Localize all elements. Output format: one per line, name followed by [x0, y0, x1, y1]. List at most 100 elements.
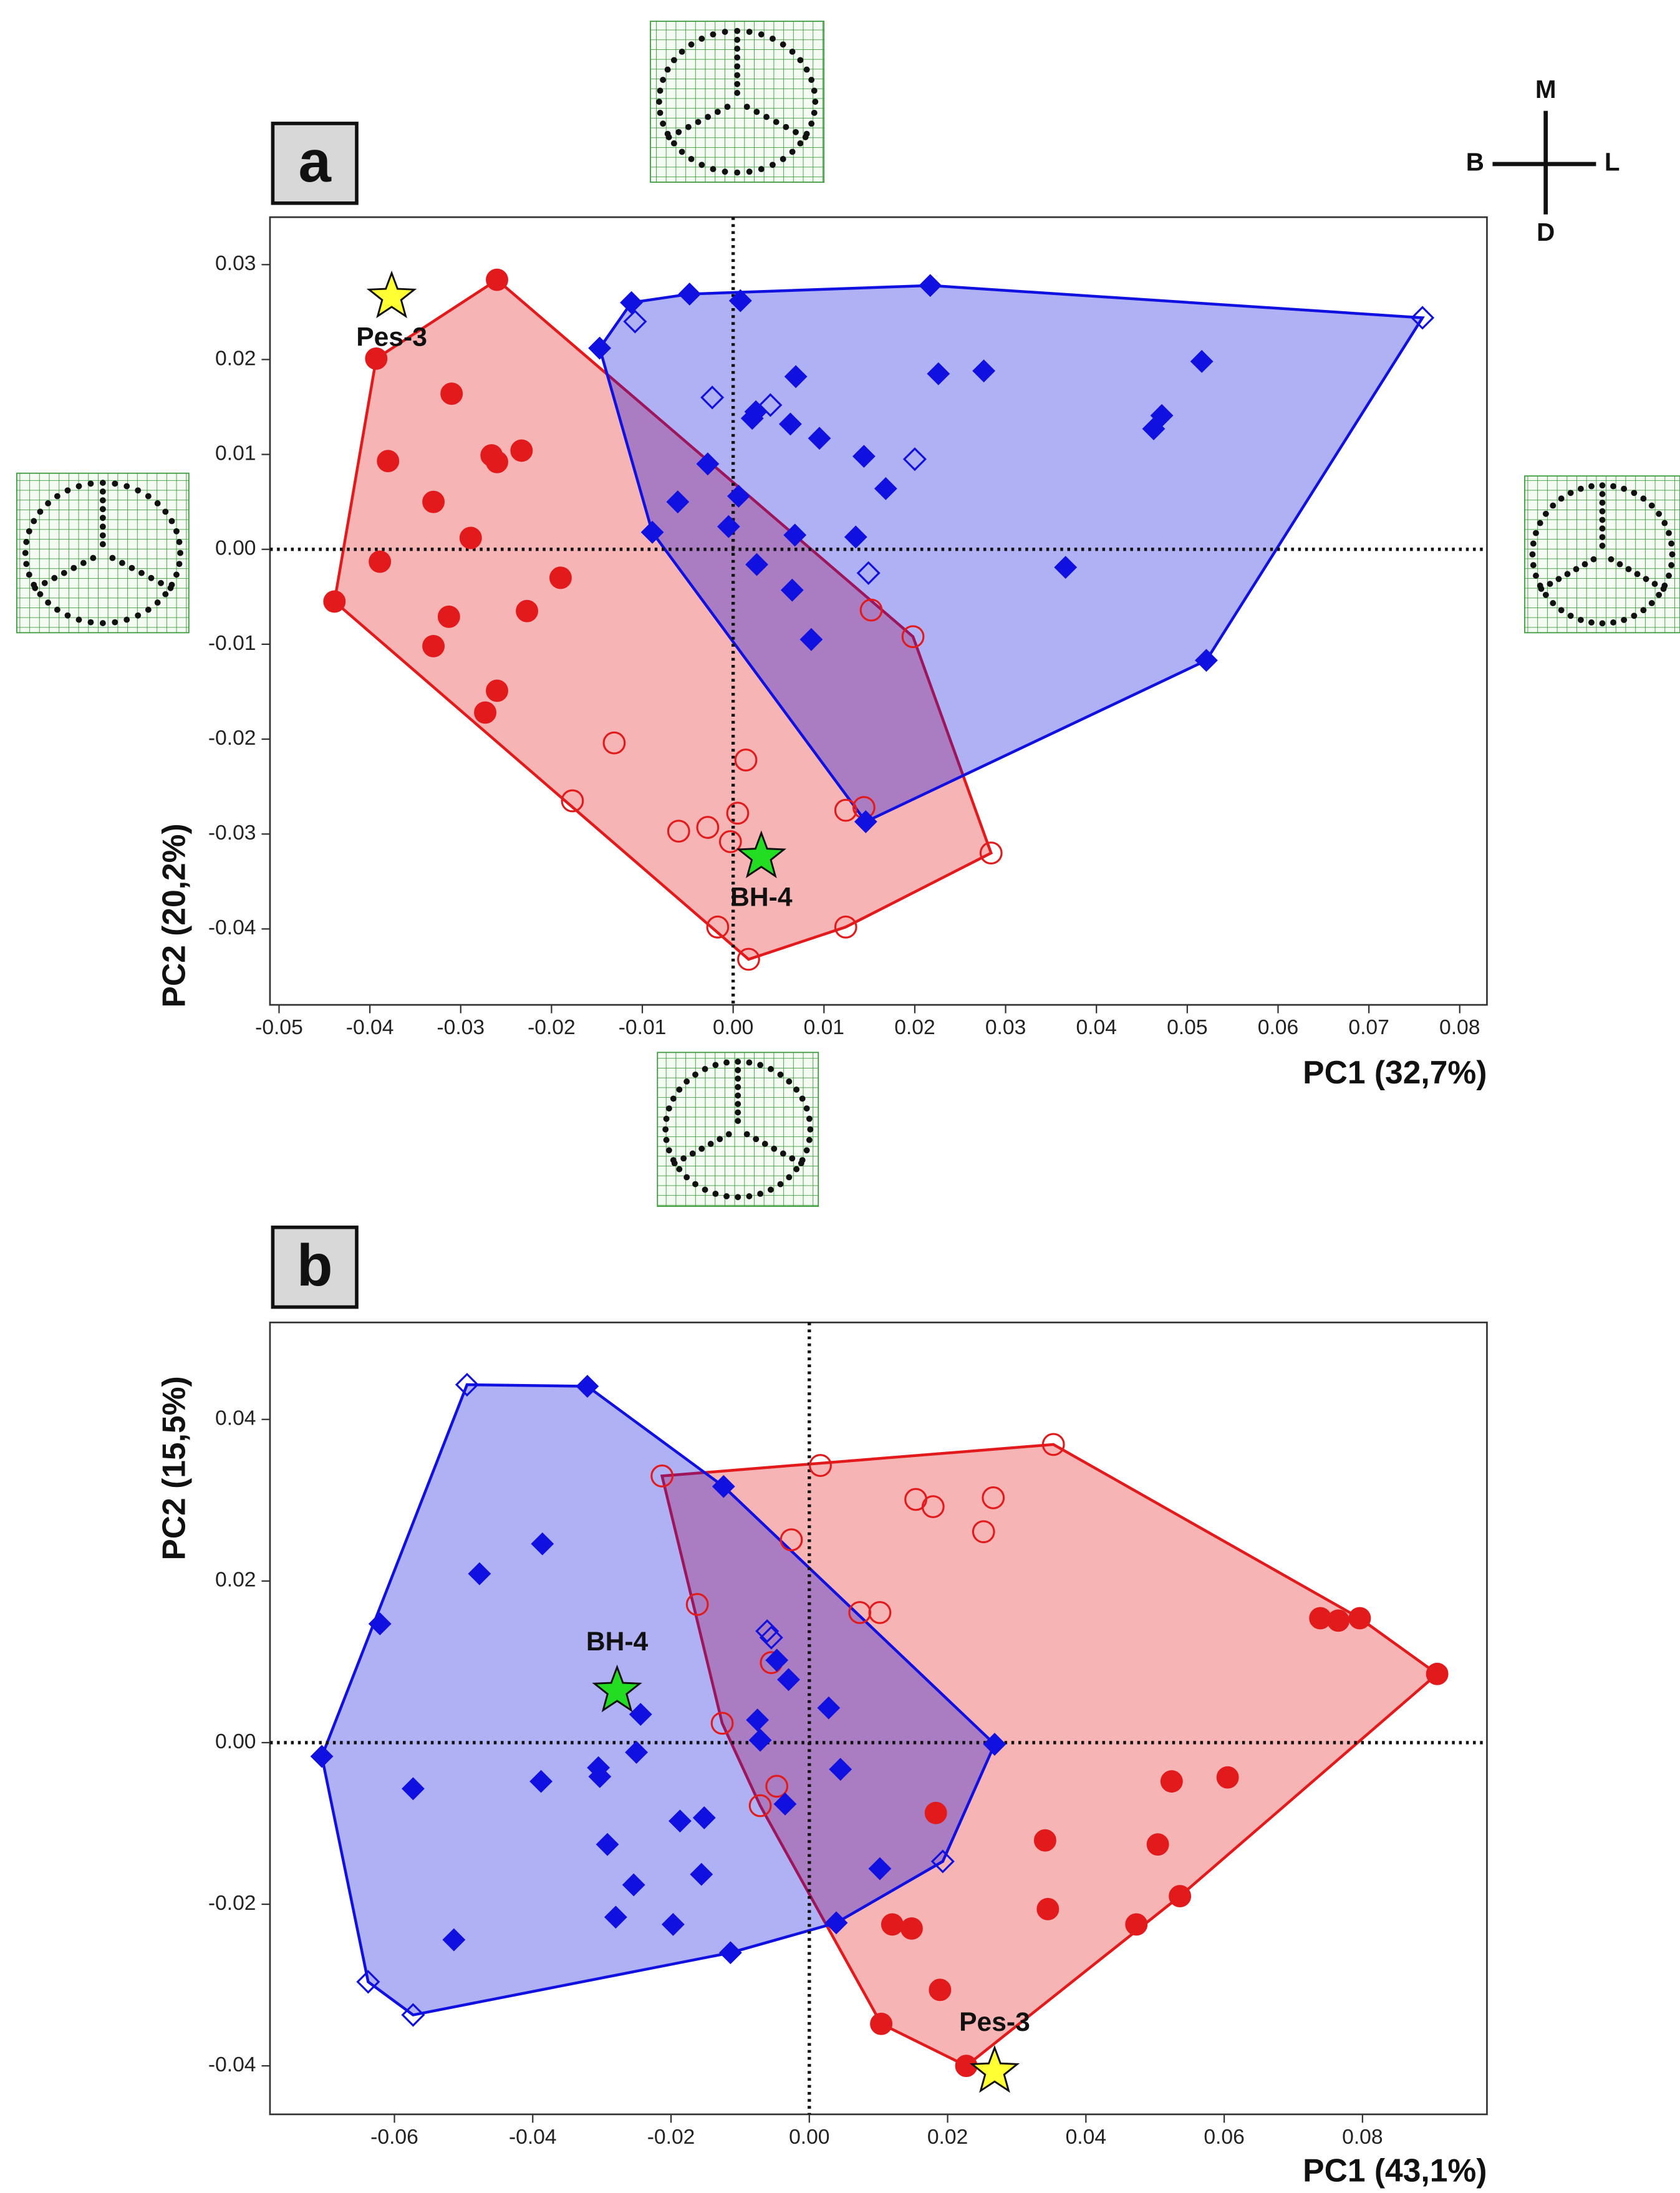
point: [921, 1495, 945, 1519]
point: [1054, 556, 1078, 579]
deformation-grid: [1524, 475, 1680, 634]
y-tick-label: -0.04: [208, 916, 256, 939]
landmark-dot: [712, 1191, 719, 1197]
landmark-dot: [743, 104, 750, 110]
point: [604, 1905, 627, 1929]
landmark-dot: [707, 1141, 714, 1147]
landmark-dot: [702, 1066, 708, 1072]
landmark-dot: [1608, 556, 1615, 563]
point: [900, 1917, 923, 1940]
landmark-dot: [1533, 573, 1539, 579]
y-tick-label: -0.04: [208, 2053, 256, 2076]
point: [1125, 1913, 1148, 1936]
point: [455, 1372, 479, 1397]
x-tick-label: 0.08: [1439, 1016, 1480, 1039]
point: [868, 1600, 892, 1624]
point: [755, 1619, 780, 1644]
point: [623, 309, 647, 334]
point: [588, 336, 611, 360]
landmark-dot: [724, 104, 731, 110]
compass-label: D: [1537, 218, 1555, 246]
point: [870, 2012, 893, 2035]
landmark-dot: [660, 120, 667, 127]
landmark-dot: [683, 1078, 690, 1085]
landmark-dot: [1640, 495, 1647, 502]
point: [773, 1792, 797, 1816]
landmark-dot: [37, 508, 44, 515]
point: [1142, 417, 1166, 440]
deformation-grid: [650, 21, 825, 183]
point: [365, 347, 388, 370]
landmark-dot: [717, 1136, 723, 1143]
landmark-dot: [99, 541, 106, 548]
landmark-dot: [1599, 534, 1606, 541]
landmark-dot: [145, 493, 152, 500]
point: [620, 291, 643, 314]
y-tick-label: 0.02: [215, 1569, 256, 1592]
point: [529, 1769, 553, 1793]
landmark-dot: [698, 162, 705, 168]
landmark-dot: [773, 119, 780, 125]
landmark-dot: [710, 166, 717, 173]
landmark-dot: [177, 549, 183, 556]
landmark-dot: [148, 574, 155, 581]
point: [1190, 350, 1214, 373]
x-axis-title: PC1 (43,1%): [1303, 2152, 1487, 2189]
landmark-dot: [1631, 490, 1638, 496]
point: [748, 1794, 772, 1818]
point: [588, 1765, 612, 1788]
x-tick-label: -0.04: [509, 2126, 557, 2149]
landmark-dot: [780, 156, 786, 162]
point: [746, 1708, 770, 1732]
landmark-dot: [1567, 490, 1574, 496]
point: [745, 553, 768, 576]
landmark-dot: [712, 1062, 719, 1068]
landmark-dot: [1529, 551, 1536, 558]
point: [717, 515, 740, 538]
star-label: Pes-3: [356, 322, 427, 352]
x-tick-label: 0.04: [1076, 1016, 1116, 1039]
landmark-dot: [1621, 485, 1628, 492]
point: [765, 1648, 789, 1672]
landmark-dot: [1634, 571, 1641, 578]
landmark-dot: [1669, 551, 1676, 558]
landmark-dot: [770, 162, 776, 168]
x-tick-label: 0.00: [713, 1016, 753, 1039]
landmark-dot: [1621, 616, 1628, 623]
landmark-dot: [167, 584, 174, 591]
landmark-dot: [64, 487, 71, 494]
landmark-dot: [41, 579, 48, 586]
landmark-dot: [99, 488, 106, 495]
landmark-dot: [675, 128, 682, 135]
x-tick-label: 0.08: [1342, 2126, 1383, 2149]
landmark-dot: [743, 1131, 750, 1138]
landmark-dot: [780, 41, 786, 48]
point: [758, 393, 783, 417]
landmark-dot: [23, 561, 30, 568]
landmark-dot: [1656, 591, 1663, 598]
landmark-dot: [75, 616, 82, 623]
point: [356, 1970, 380, 1994]
landmark-dot: [1599, 620, 1606, 627]
landmark-dot: [695, 119, 702, 125]
landmark-dot: [1648, 600, 1655, 606]
landmark-dot: [753, 1136, 760, 1143]
point: [779, 412, 802, 436]
landmark-dot: [1599, 482, 1606, 489]
point: [510, 439, 533, 462]
landmark-dot: [1599, 491, 1606, 497]
point: [422, 490, 445, 513]
landmark-dot: [676, 1166, 683, 1173]
landmark-dot: [688, 156, 695, 162]
point: [625, 1741, 649, 1764]
landmark-dot: [812, 99, 819, 105]
point: [809, 1454, 832, 1477]
landmark-dot: [702, 1186, 708, 1193]
point: [737, 947, 760, 971]
landmark-dot: [722, 29, 728, 35]
point: [710, 1711, 734, 1735]
point: [1041, 1433, 1065, 1456]
point: [734, 748, 758, 772]
landmark-dot: [1542, 591, 1549, 598]
